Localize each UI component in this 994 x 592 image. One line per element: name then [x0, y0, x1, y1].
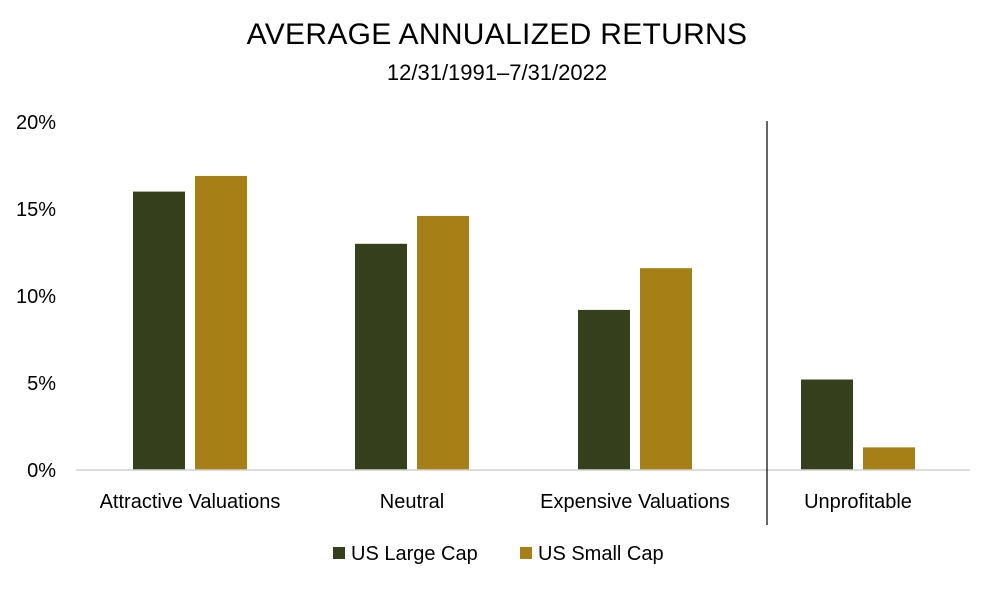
- legend-swatch: [333, 547, 345, 559]
- y-tick-label: 10%: [16, 286, 56, 308]
- bar-us-large-cap: [578, 309, 630, 470]
- x-category-label: Expensive Valuations: [540, 491, 730, 513]
- bar-us-small-cap: [417, 215, 469, 470]
- bar-us-large-cap: [133, 191, 185, 470]
- y-tick-label: 15%: [16, 199, 56, 221]
- x-axis-labels: Attractive Valuations Neutral Expensive Va…: [100, 491, 912, 513]
- x-category-label: Attractive Valuations: [100, 491, 281, 513]
- legend-label: US Small Cap: [538, 543, 664, 565]
- x-category-label: Neutral: [380, 491, 444, 513]
- bar-us-small-cap: [863, 447, 915, 470]
- legend: US Large Cap US Small Cap: [333, 543, 664, 565]
- y-tick-label: 20%: [16, 112, 56, 134]
- chart-subtitle: 12/31/1991–7/31/2022: [386, 60, 608, 85]
- y-axis-ticks: 0% 5% 10% 15% 20%: [16, 112, 56, 482]
- y-tick-label: 0%: [27, 460, 56, 482]
- chart-title: AVERAGE ANNUALIZED RETURNS: [246, 18, 748, 51]
- bar-us-small-cap: [195, 175, 247, 470]
- legend-swatch: [520, 547, 532, 559]
- bar-us-large-cap: [801, 379, 853, 470]
- bar-us-large-cap: [355, 243, 407, 470]
- bar-us-small-cap: [640, 268, 692, 470]
- legend-label: US Large Cap: [351, 543, 478, 565]
- y-tick-label: 5%: [27, 373, 56, 395]
- bars: [133, 175, 915, 470]
- x-category-label: Unprofitable: [804, 491, 912, 513]
